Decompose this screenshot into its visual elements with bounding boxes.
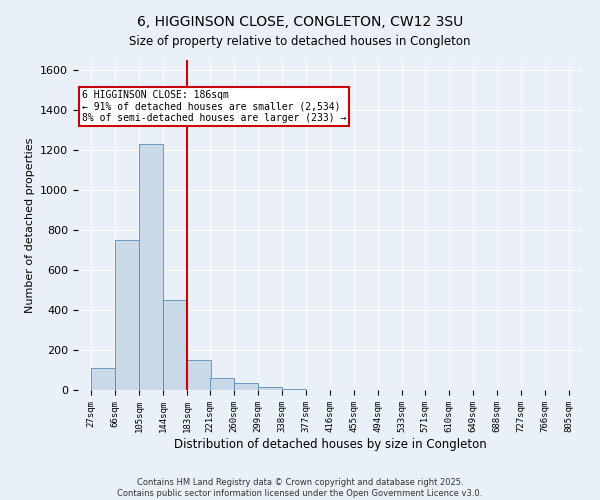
Bar	[115, 240, 139, 390]
Y-axis label: Number of detached properties: Number of detached properties	[25, 138, 35, 312]
Bar	[187, 360, 211, 390]
Text: 6 HIGGINSON CLOSE: 186sqm
← 91% of detached houses are smaller (2,534)
8% of sem: 6 HIGGINSON CLOSE: 186sqm ← 91% of detac…	[82, 90, 346, 123]
X-axis label: Distribution of detached houses by size in Congleton: Distribution of detached houses by size …	[173, 438, 487, 450]
Bar	[259, 387, 282, 390]
Bar	[163, 300, 187, 390]
Bar	[91, 368, 115, 390]
Bar	[282, 389, 306, 390]
Bar	[211, 378, 234, 390]
Text: 6, HIGGINSON CLOSE, CONGLETON, CW12 3SU: 6, HIGGINSON CLOSE, CONGLETON, CW12 3SU	[137, 15, 463, 29]
Bar	[235, 383, 258, 390]
Bar	[139, 144, 163, 390]
Text: Contains HM Land Registry data © Crown copyright and database right 2025.
Contai: Contains HM Land Registry data © Crown c…	[118, 478, 482, 498]
Text: Size of property relative to detached houses in Congleton: Size of property relative to detached ho…	[129, 35, 471, 48]
